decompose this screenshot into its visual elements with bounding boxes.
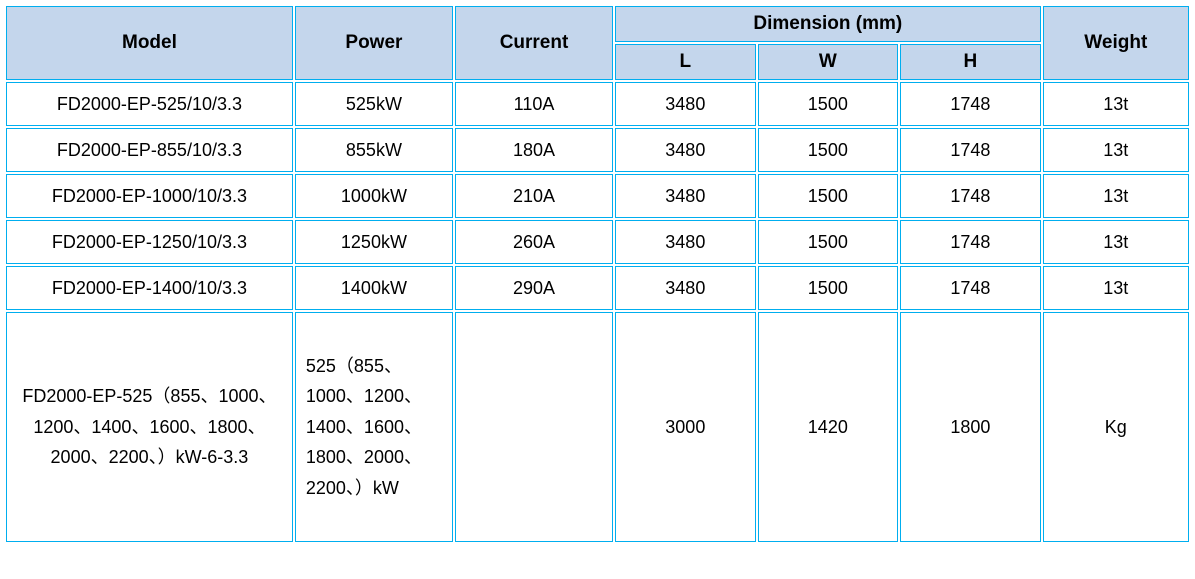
table-row: FD2000-EP-1400/10/3.31400kW290A348015001… — [6, 266, 1189, 310]
cell-power: 525（855、1000、1200、1400、1600、1800、2000、22… — [295, 312, 453, 542]
cell-model: FD2000-EP-1250/10/3.3 — [6, 220, 293, 264]
table-row: FD2000-EP-525/10/3.3525kW110A34801500174… — [6, 82, 1189, 126]
cell-model: FD2000-EP-1400/10/3.3 — [6, 266, 293, 310]
cell-current — [455, 312, 613, 542]
cell-model: FD2000-EP-855/10/3.3 — [6, 128, 293, 172]
cell-power: 855kW — [295, 128, 453, 172]
cell-l: 3480 — [615, 174, 756, 218]
cell-w: 1500 — [758, 128, 899, 172]
cell-w: 1500 — [758, 220, 899, 264]
cell-current: 290A — [455, 266, 613, 310]
cell-l: 3000 — [615, 312, 756, 542]
table-row-multi: FD2000-EP-525（855、1000、1200、1400、1600、18… — [6, 312, 1189, 542]
cell-model: FD2000-EP-525（855、1000、1200、1400、1600、18… — [6, 312, 293, 542]
cell-power: 1000kW — [295, 174, 453, 218]
table-row: FD2000-EP-1250/10/3.31250kW260A348015001… — [6, 220, 1189, 264]
cell-h: 1748 — [900, 128, 1041, 172]
table-row: FD2000-EP-855/10/3.3855kW180A34801500174… — [6, 128, 1189, 172]
cell-weight: 13t — [1043, 174, 1189, 218]
cell-model: FD2000-EP-525/10/3.3 — [6, 82, 293, 126]
cell-weight: 13t — [1043, 266, 1189, 310]
header-row-1: Model Power Current Dimension (mm) Weigh… — [6, 6, 1189, 42]
col-h: H — [900, 44, 1041, 80]
cell-model: FD2000-EP-1000/10/3.3 — [6, 174, 293, 218]
cell-power: 1400kW — [295, 266, 453, 310]
col-w: W — [758, 44, 899, 80]
cell-l: 3480 — [615, 266, 756, 310]
cell-h: 1800 — [900, 312, 1041, 542]
cell-h: 1748 — [900, 266, 1041, 310]
spec-table: Model Power Current Dimension (mm) Weigh… — [4, 4, 1191, 544]
cell-current: 180A — [455, 128, 613, 172]
col-current: Current — [455, 6, 613, 80]
cell-w: 1420 — [758, 312, 899, 542]
cell-h: 1748 — [900, 220, 1041, 264]
table-row: FD2000-EP-1000/10/3.31000kW210A348015001… — [6, 174, 1189, 218]
cell-w: 1500 — [758, 174, 899, 218]
cell-l: 3480 — [615, 82, 756, 126]
col-dimension-group: Dimension (mm) — [615, 6, 1041, 42]
cell-h: 1748 — [900, 82, 1041, 126]
cell-w: 1500 — [758, 82, 899, 126]
cell-current: 110A — [455, 82, 613, 126]
cell-weight: Kg — [1043, 312, 1189, 542]
col-l: L — [615, 44, 756, 80]
table-body: FD2000-EP-525/10/3.3525kW110A34801500174… — [6, 82, 1189, 542]
cell-power: 525kW — [295, 82, 453, 126]
cell-current: 210A — [455, 174, 613, 218]
cell-weight: 13t — [1043, 128, 1189, 172]
cell-weight: 13t — [1043, 82, 1189, 126]
col-weight: Weight — [1043, 6, 1189, 80]
col-model: Model — [6, 6, 293, 80]
cell-h: 1748 — [900, 174, 1041, 218]
cell-w: 1500 — [758, 266, 899, 310]
cell-power: 1250kW — [295, 220, 453, 264]
cell-weight: 13t — [1043, 220, 1189, 264]
col-power: Power — [295, 6, 453, 80]
cell-l: 3480 — [615, 128, 756, 172]
cell-current: 260A — [455, 220, 613, 264]
cell-l: 3480 — [615, 220, 756, 264]
